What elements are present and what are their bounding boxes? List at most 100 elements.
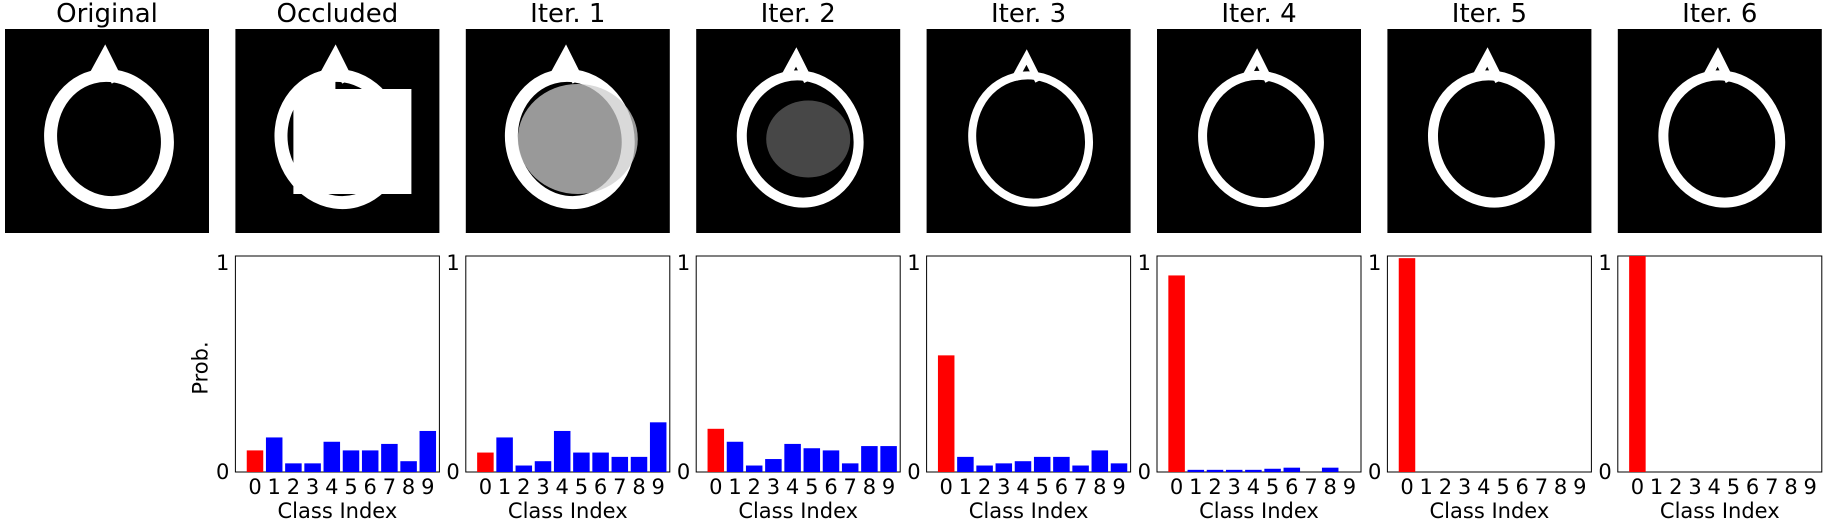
bar-class-2 xyxy=(1206,469,1224,472)
x-tick-label: 0 xyxy=(1400,475,1413,499)
x-tick-label: 8 xyxy=(1554,475,1567,499)
digit-image xyxy=(465,29,670,233)
bar-class-3 xyxy=(995,463,1013,472)
panel-title: Iter. 1 xyxy=(530,0,605,29)
x-tick-label: 1 xyxy=(728,475,741,499)
digit-image xyxy=(926,29,1131,233)
bar-class-0 xyxy=(707,428,725,472)
y-tick-label: 1 xyxy=(446,251,459,275)
digit-stroke xyxy=(1241,48,1273,83)
digit-stroke xyxy=(780,47,813,84)
digit-image xyxy=(1617,29,1822,233)
x-tick-label: 6 xyxy=(1285,475,1298,499)
x-tick-label: 6 xyxy=(594,475,607,499)
x-tick-label: 0 xyxy=(709,475,722,499)
x-tick-label: 9 xyxy=(421,475,434,499)
bar-class-4 xyxy=(553,430,571,472)
x-tick-label: 2 xyxy=(517,475,530,499)
x-tick-label: 0 xyxy=(1631,475,1644,499)
x-tick-label: 6 xyxy=(1516,475,1529,499)
digit-image xyxy=(235,29,440,233)
bar-class-0 xyxy=(1629,256,1646,472)
x-tick-label: 2 xyxy=(287,475,300,499)
x-tick-label: 3 xyxy=(1458,475,1471,499)
digit-image xyxy=(1387,29,1592,233)
plot-frame xyxy=(1386,255,1592,473)
x-axis-label: Class Index xyxy=(1430,499,1550,523)
x-axis-label: Class Index xyxy=(278,499,398,523)
occlusion-patch xyxy=(766,100,851,178)
y-tick-label: 0 xyxy=(1138,460,1151,484)
bar-class-7 xyxy=(841,463,859,472)
bar-class-0 xyxy=(1398,258,1416,472)
digit-image xyxy=(5,29,209,233)
digit-image xyxy=(696,29,901,233)
x-tick-label: 5 xyxy=(1727,475,1740,499)
bar-class-0 xyxy=(246,450,264,472)
panel-title: Original xyxy=(56,0,158,29)
x-tick-label: 1 xyxy=(959,475,972,499)
x-tick-label: 0 xyxy=(479,475,492,499)
x-tick-label: 8 xyxy=(1093,475,1106,499)
x-tick-label: 3 xyxy=(767,475,780,499)
x-tick-label: 5 xyxy=(805,475,818,499)
bar-class-0 xyxy=(1168,275,1185,472)
x-axis-label: Class Index xyxy=(738,499,858,523)
x-tick-label: 7 xyxy=(383,475,396,499)
bar-class-1 xyxy=(265,437,283,472)
x-tick-label: 4 xyxy=(325,475,338,499)
x-tick-label: 7 xyxy=(844,475,857,499)
bar-class-3 xyxy=(765,459,782,472)
bar-class-7 xyxy=(1072,465,1089,472)
bar-class-8 xyxy=(630,456,648,472)
x-tick-label: 5 xyxy=(575,475,588,499)
bar-class-5 xyxy=(1264,468,1281,472)
x-tick-label: 6 xyxy=(1746,475,1759,499)
panel-title: Iter. 6 xyxy=(1682,0,1757,29)
x-tick-label: 9 xyxy=(882,475,895,499)
x-tick-label: 1 xyxy=(268,475,281,499)
x-tick-label: 9 xyxy=(1573,475,1586,499)
bar-class-1 xyxy=(1187,469,1205,472)
x-tick-label: 4 xyxy=(786,475,799,499)
bar-class-0 xyxy=(937,355,955,472)
bar-class-9 xyxy=(419,430,437,472)
y-tick-label: 0 xyxy=(446,460,459,484)
x-tick-label: 9 xyxy=(1112,475,1125,499)
x-tick-label: 2 xyxy=(978,475,991,499)
digit-stroke xyxy=(87,44,123,84)
bar-class-5 xyxy=(803,448,821,472)
panel-title: Iter. 2 xyxy=(761,0,836,29)
bar-class-6 xyxy=(822,450,840,472)
digit-image xyxy=(1157,29,1361,233)
y-tick-label: 0 xyxy=(1368,460,1381,484)
x-tick-label: 4 xyxy=(556,475,569,499)
y-tick-label: 1 xyxy=(1598,251,1611,275)
bar-class-6 xyxy=(361,450,379,472)
occlusion-patch xyxy=(293,89,412,194)
plot-frame xyxy=(1617,255,1823,473)
x-tick-label: 7 xyxy=(1304,475,1317,499)
bar-class-6 xyxy=(592,452,609,472)
bar-class-4 xyxy=(1014,461,1032,472)
x-tick-label: 6 xyxy=(1055,475,1068,499)
x-tick-label: 2 xyxy=(748,475,761,499)
x-tick-label: 4 xyxy=(1708,475,1721,499)
bar-class-8 xyxy=(861,446,878,472)
x-tick-label: 3 xyxy=(997,475,1010,499)
x-tick-label: 9 xyxy=(1343,475,1356,499)
x-tick-label: 8 xyxy=(863,475,876,499)
bar-class-6 xyxy=(1283,467,1301,472)
x-tick-label: 0 xyxy=(940,475,953,499)
bar-class-8 xyxy=(1091,450,1109,472)
x-tick-label: 8 xyxy=(1784,475,1797,499)
y-tick-label: 0 xyxy=(907,460,920,484)
digit-stroke xyxy=(1471,47,1504,84)
bar-class-2 xyxy=(745,465,763,472)
panel-title: Occluded xyxy=(277,0,399,29)
bar-class-0 xyxy=(477,452,494,472)
bar-class-3 xyxy=(1225,469,1243,472)
